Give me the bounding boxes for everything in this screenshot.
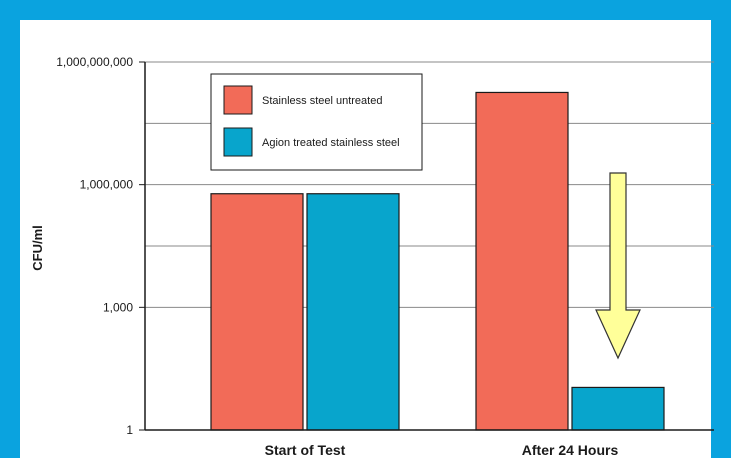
y-tick-label: 1	[126, 423, 133, 437]
x-category-label: After 24 Hours	[522, 442, 619, 458]
y-tick-label: 1,000,000,000	[56, 55, 133, 69]
y-tick-label: 1,000,000	[80, 178, 134, 192]
legend-swatch	[223, 127, 253, 157]
down-arrow-annotation	[595, 172, 641, 360]
y-tick-label: 1,000	[103, 300, 133, 314]
y-axis-label: CFU/ml	[30, 225, 45, 271]
bar	[475, 91, 569, 431]
bar	[210, 193, 304, 431]
bar	[306, 193, 400, 431]
bar	[571, 386, 665, 431]
legend-label: Stainless steel untreated	[262, 95, 382, 107]
legend-label: Agion treated stainless steel	[262, 137, 400, 149]
x-category-label: Start of Test	[265, 442, 346, 458]
legend-swatch	[223, 85, 253, 115]
